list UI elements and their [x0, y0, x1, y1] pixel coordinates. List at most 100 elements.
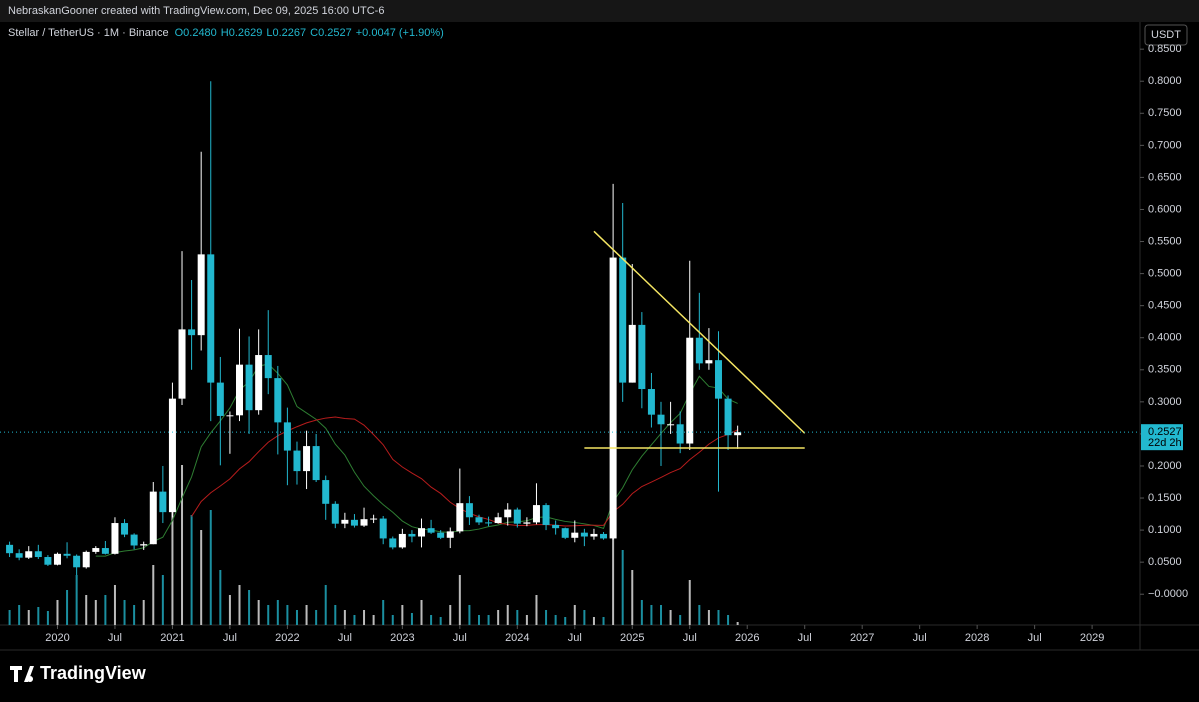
- candle-body: [360, 519, 368, 526]
- x-tick-label: Jul: [683, 632, 697, 644]
- candle-body: [418, 528, 426, 537]
- volume-bar: [640, 600, 643, 625]
- currency-button[interactable]: [1144, 24, 1188, 46]
- candle-body: [216, 382, 224, 416]
- volume-bar: [286, 605, 289, 625]
- y-tick-label: 0.1500: [1148, 492, 1182, 504]
- volume-bar: [353, 615, 356, 625]
- volume-bar: [343, 610, 346, 625]
- y-tick-label: 0.3000: [1148, 396, 1182, 408]
- volume-bar: [487, 615, 490, 625]
- x-tick-label: 2021: [160, 632, 184, 644]
- moving-average: [191, 416, 738, 527]
- volume-bar: [382, 600, 385, 625]
- volume-bar: [75, 575, 78, 625]
- candle-body: [15, 553, 23, 558]
- volume-bar: [56, 600, 59, 625]
- candle-body: [312, 446, 320, 481]
- volume-bar: [190, 515, 193, 625]
- candle-body: [542, 505, 550, 525]
- volume-bar: [516, 610, 519, 625]
- volume-bar: [94, 600, 97, 625]
- x-tick-label: 2024: [505, 632, 529, 644]
- volume-bar: [430, 615, 433, 625]
- volume-bar: [410, 613, 413, 625]
- candle-body: [111, 523, 119, 554]
- y-tick-label: 0.6500: [1148, 171, 1182, 183]
- volume-bar: [669, 610, 672, 625]
- volume-bar: [113, 585, 116, 625]
- x-tick-label: 2023: [390, 632, 414, 644]
- candle-body: [283, 422, 291, 451]
- x-tick-label: Jul: [338, 632, 352, 644]
- y-tick-label: 0.7000: [1148, 139, 1182, 151]
- volume-bar: [363, 610, 366, 625]
- volume-bar: [238, 585, 241, 625]
- legend-item: L0.2267: [266, 27, 306, 39]
- candle-body: [6, 544, 14, 554]
- candle-body: [341, 519, 349, 524]
- candle-body: [53, 553, 61, 565]
- volume-bar: [248, 590, 251, 625]
- volume-bar: [123, 600, 126, 625]
- volume-bar: [372, 615, 375, 625]
- volume-bar: [554, 615, 557, 625]
- volume-bar: [305, 605, 308, 625]
- y-tick-label: 0.6000: [1148, 203, 1182, 215]
- header: NebraskanGooner created with TradingView…: [8, 5, 384, 17]
- volume-bar: [142, 600, 145, 625]
- volume-bar: [391, 615, 394, 625]
- candle-body: [398, 533, 406, 548]
- candle-body: [734, 432, 742, 436]
- candle-body: [609, 257, 617, 539]
- y-tick-label: 0.8500: [1148, 43, 1182, 55]
- price-label-box: [1141, 424, 1183, 451]
- volume-bar: [133, 605, 136, 625]
- legend-item: Stellar / TetherUS · 1M · Binance: [8, 27, 169, 39]
- volume-bar: [564, 617, 567, 625]
- volume-bar: [545, 610, 548, 625]
- volume-bar: [717, 610, 720, 625]
- volume-bar: [315, 610, 318, 625]
- candle-body: [638, 324, 646, 390]
- candle-body: [446, 531, 454, 538]
- volume-bar: [631, 570, 634, 625]
- candle-body: [370, 518, 378, 520]
- candle-body: [168, 398, 176, 513]
- candle-body: [303, 446, 311, 472]
- candle-body: [264, 355, 272, 379]
- candle-body: [408, 533, 416, 537]
- volume-bar: [200, 530, 203, 625]
- x-tick-label: Jul: [798, 632, 812, 644]
- candle-body: [571, 532, 579, 538]
- candle-body: [427, 528, 435, 533]
- volume-bar: [573, 605, 576, 625]
- currency[interactable]: USDT: [1151, 29, 1181, 41]
- volume-bar: [334, 605, 337, 625]
- x-tick-label: Jul: [568, 632, 582, 644]
- countdown: 22d 2h: [1148, 437, 1182, 449]
- x-tick-label: 2026: [735, 632, 759, 644]
- candle-body: [255, 355, 263, 411]
- volume-bar: [85, 595, 88, 625]
- candle-body: [140, 544, 148, 546]
- y-tick-label: 0.5000: [1148, 268, 1182, 280]
- candle-body: [121, 523, 129, 535]
- volume-bar: [592, 617, 595, 625]
- x-tick-label: 2029: [1080, 632, 1104, 644]
- x-tick-label: Jul: [108, 632, 122, 644]
- price-label: 0.2527: [1148, 426, 1182, 438]
- volume-bar: [46, 611, 49, 625]
- y-tick-label: 0.3500: [1148, 364, 1182, 376]
- candle-body: [695, 337, 703, 364]
- x-tick-label: 2020: [45, 632, 69, 644]
- candle-body: [178, 329, 186, 399]
- y-tick-label: 0.5500: [1148, 235, 1182, 247]
- volume-bar: [267, 605, 270, 625]
- candle-body: [322, 480, 330, 504]
- candle-body: [350, 519, 358, 526]
- y-tick-label: 0.1000: [1148, 524, 1182, 536]
- header-bar: [0, 0, 1199, 22]
- volume-bar: [324, 585, 327, 625]
- y-tick-label: 0.7500: [1148, 107, 1182, 119]
